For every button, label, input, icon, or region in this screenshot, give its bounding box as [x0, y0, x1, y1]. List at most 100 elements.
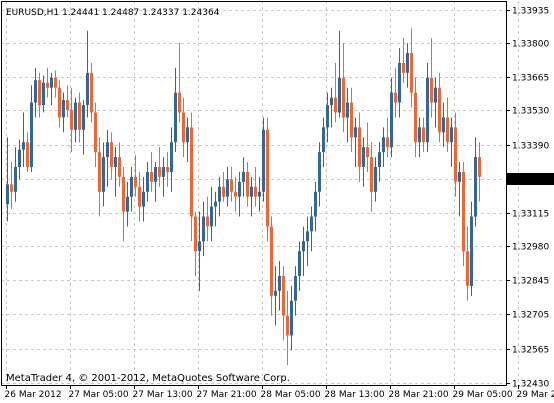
candle-bull	[298, 241, 301, 291]
candle-body	[298, 251, 301, 276]
candle-bull	[442, 102, 445, 148]
candle-body	[182, 112, 185, 143]
candle-bear	[206, 196, 209, 242]
candle-body	[222, 186, 225, 197]
candle-body	[430, 77, 433, 103]
candle-body	[354, 127, 357, 138]
candle-bull	[274, 266, 277, 326]
candle-bear	[282, 266, 285, 341]
candle-bear	[26, 132, 29, 172]
candle-bear	[178, 43, 181, 123]
candle-bear	[230, 166, 233, 202]
candle-body	[390, 92, 393, 148]
candle-body	[122, 176, 125, 212]
candle-body	[162, 166, 165, 177]
candle-bull	[162, 157, 165, 197]
candle-body	[214, 201, 217, 207]
candle-body	[302, 241, 305, 252]
candle-body	[142, 191, 145, 207]
candle-bull	[262, 117, 265, 202]
candle-bear	[90, 62, 93, 123]
candle-bear	[70, 87, 73, 153]
y-tick-label: 1.32980	[512, 243, 549, 253]
candle-bull	[338, 30, 341, 118]
candle-body	[30, 102, 33, 167]
candle-bear	[394, 67, 397, 118]
y-tick-label: 1.33800	[512, 40, 549, 50]
x-tick-label: 29 Mar 05:00	[453, 390, 513, 400]
candle-body	[66, 100, 69, 111]
candle-bull	[34, 67, 37, 118]
candle-body	[318, 152, 321, 192]
candle-bear	[110, 132, 113, 180]
candle-bull	[398, 48, 401, 118]
candle-bull	[434, 77, 437, 128]
candle-bear	[462, 162, 465, 267]
x-tick-label: 27 Mar 05:00	[69, 390, 129, 400]
candle-body	[378, 152, 381, 167]
candle-body	[370, 157, 373, 192]
candle-body	[382, 137, 385, 153]
candles	[6, 28, 481, 366]
candle-body	[114, 157, 117, 167]
y-tick-label: 1.33935	[512, 7, 549, 17]
candle-body	[118, 157, 121, 177]
candle-body	[194, 216, 197, 252]
candle-body	[250, 186, 253, 197]
candle-body	[98, 152, 101, 192]
candle-body	[286, 315, 289, 336]
candle-bear	[478, 142, 481, 202]
candle-body	[206, 216, 209, 227]
candle-bear	[414, 77, 417, 158]
candle-body	[422, 127, 425, 143]
candle-body	[102, 157, 105, 192]
x-tick-label: 29 Mar 21:00	[517, 390, 554, 400]
candle-bear	[98, 137, 101, 217]
candle-bull	[418, 117, 421, 158]
candle-body	[290, 300, 293, 336]
candle-body	[178, 92, 181, 113]
candle-body	[278, 275, 281, 291]
candle-body	[402, 62, 405, 73]
candle-body	[322, 127, 325, 153]
candle-body	[150, 171, 153, 182]
candle-bull	[426, 62, 429, 153]
candle-body	[414, 92, 417, 143]
candle-bear	[342, 43, 345, 133]
candle-bull	[290, 285, 293, 351]
candle-bear	[446, 97, 449, 153]
copyright-footer: MetaTrader 4, © 2001-2012, MetaQuotes So…	[6, 373, 290, 384]
candle-bull	[174, 67, 177, 153]
candle-bull	[450, 117, 453, 167]
candle-bull	[374, 157, 377, 202]
candle-bull	[30, 85, 33, 172]
candle-body	[146, 171, 149, 192]
candle-body	[426, 77, 429, 143]
candle-body	[438, 87, 441, 133]
candle-body	[106, 142, 109, 158]
candle-body	[82, 105, 85, 130]
candle-bull	[326, 92, 329, 143]
candle-body	[398, 62, 401, 103]
candle-bear	[54, 70, 57, 98]
candle-body	[26, 142, 29, 167]
candle-body	[330, 97, 333, 106]
x-tick-label: 27 Mar 21:00	[197, 390, 257, 400]
candle-bear	[246, 162, 249, 207]
candle-bear	[134, 154, 137, 197]
candle-body	[10, 184, 13, 192]
candle-bull	[314, 181, 317, 232]
candle-bear	[38, 72, 41, 118]
candle-bear	[370, 142, 373, 212]
candle-bull	[302, 226, 305, 276]
candle-body	[186, 127, 189, 143]
candle-body	[174, 92, 177, 143]
candle-body	[18, 149, 21, 167]
candle-body	[226, 179, 229, 197]
candle-body	[362, 147, 365, 167]
candle-bear	[266, 117, 269, 242]
candle-body	[454, 127, 457, 182]
candle-body	[78, 102, 81, 130]
